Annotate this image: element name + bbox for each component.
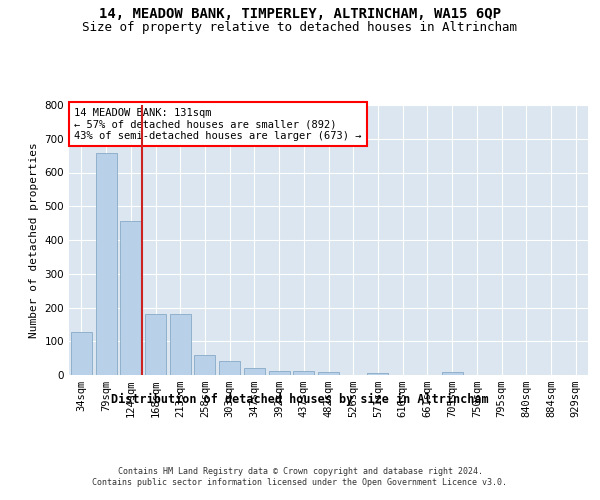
Bar bbox=[367, 372, 388, 375]
Bar bbox=[442, 372, 463, 375]
Bar bbox=[120, 222, 141, 375]
Y-axis label: Number of detached properties: Number of detached properties bbox=[29, 142, 39, 338]
Bar bbox=[318, 372, 339, 375]
Bar bbox=[219, 361, 240, 375]
Bar bbox=[170, 314, 191, 375]
Bar bbox=[244, 368, 265, 375]
Bar bbox=[194, 355, 215, 375]
Bar bbox=[293, 370, 314, 375]
Text: Contains HM Land Registry data © Crown copyright and database right 2024.
Contai: Contains HM Land Registry data © Crown c… bbox=[92, 468, 508, 487]
Text: Size of property relative to detached houses in Altrincham: Size of property relative to detached ho… bbox=[83, 21, 517, 34]
Bar bbox=[269, 371, 290, 375]
Bar bbox=[95, 154, 116, 375]
Text: 14, MEADOW BANK, TIMPERLEY, ALTRINCHAM, WA15 6QP: 14, MEADOW BANK, TIMPERLEY, ALTRINCHAM, … bbox=[99, 8, 501, 22]
Bar bbox=[145, 314, 166, 375]
Bar bbox=[71, 332, 92, 375]
Text: 14 MEADOW BANK: 131sqm
← 57% of detached houses are smaller (892)
43% of semi-de: 14 MEADOW BANK: 131sqm ← 57% of detached… bbox=[74, 108, 362, 141]
Text: Distribution of detached houses by size in Altrincham: Distribution of detached houses by size … bbox=[111, 392, 489, 406]
